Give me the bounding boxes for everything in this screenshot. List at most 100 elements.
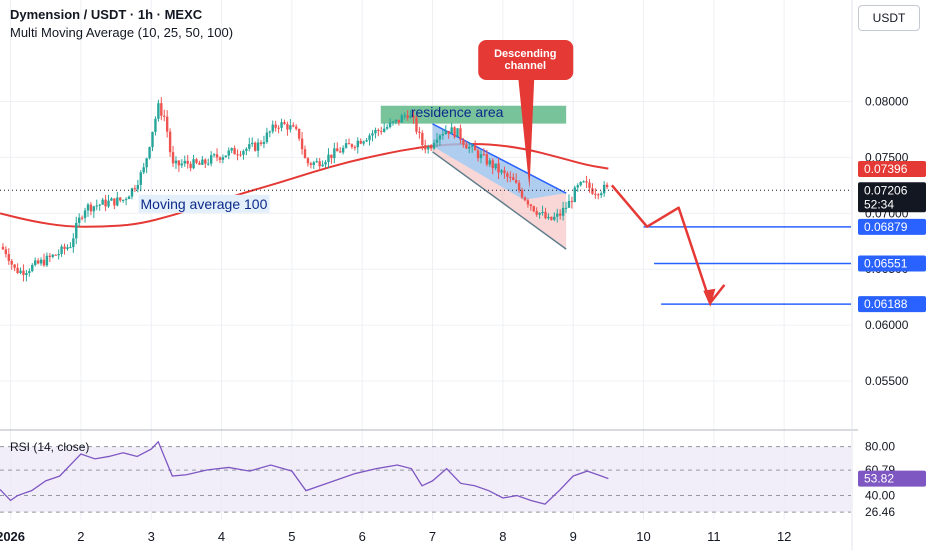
candle-body	[391, 121, 395, 123]
candle-body	[89, 204, 93, 212]
candle-body	[561, 207, 565, 216]
rsi-pane	[0, 440, 851, 513]
candle-body	[359, 140, 362, 144]
candle-body	[180, 163, 184, 166]
candle-body	[83, 210, 87, 218]
candle-body	[253, 142, 257, 151]
candle-body	[473, 145, 477, 151]
candle-body	[462, 139, 465, 145]
candle-body	[69, 247, 72, 249]
candle-body	[371, 133, 374, 136]
candle-body	[412, 115, 415, 118]
candle-body	[550, 216, 553, 220]
candle-body	[124, 199, 128, 201]
candle-body	[429, 147, 433, 149]
candle-body	[385, 127, 389, 129]
candle-body	[482, 154, 486, 156]
candle-body	[526, 200, 530, 205]
candle-body	[347, 143, 351, 145]
ma-value-badge: 0.07396	[864, 162, 908, 176]
candle-body	[207, 163, 210, 165]
candle-body	[174, 160, 178, 164]
candle-body	[256, 142, 260, 151]
residence-zone-box	[380, 105, 567, 124]
candle-body	[441, 134, 445, 136]
candle-body	[421, 132, 424, 146]
candle-body	[239, 154, 242, 156]
candle-body	[300, 138, 304, 150]
candle-body	[248, 144, 251, 149]
candle-body	[570, 200, 574, 202]
candle-body	[72, 238, 75, 248]
candle-body	[380, 130, 383, 132]
x-tick-label: 2	[77, 529, 84, 544]
candle-body	[221, 157, 225, 160]
target-1-badge: 0.06879	[864, 220, 908, 234]
candle-body	[66, 247, 69, 249]
candle-body	[509, 176, 512, 178]
ma-value-badge-bg	[858, 161, 926, 178]
candle-body	[558, 213, 562, 216]
callout-text-line1: Descending	[494, 48, 556, 60]
candle-body	[142, 167, 145, 173]
candle-body	[277, 127, 280, 129]
candle-body	[315, 161, 318, 163]
candle-body	[339, 151, 342, 153]
candle-body	[265, 132, 269, 142]
candle-body	[415, 117, 418, 132]
rsi-label: RSI (14, close)	[10, 440, 90, 454]
x-tick-label: 6	[359, 529, 366, 544]
candle-body	[133, 188, 137, 190]
candle-body	[532, 206, 535, 212]
currency-button[interactable]: USDT	[858, 5, 920, 31]
candle-body	[98, 204, 101, 206]
candle-body	[318, 161, 321, 167]
candle-body	[520, 190, 524, 198]
candle-body	[218, 157, 222, 160]
candle-body	[409, 115, 412, 118]
candle-body	[154, 118, 157, 132]
residence-zone	[380, 105, 567, 124]
candle-body	[36, 260, 40, 264]
candle-body	[289, 125, 292, 130]
candle-body	[479, 154, 483, 159]
candle-body	[230, 148, 233, 151]
candle-body	[171, 152, 175, 164]
y-tick-label: 0.05500	[865, 374, 909, 388]
candle-body	[274, 124, 277, 128]
last-price-badge: 0.07206	[864, 183, 908, 197]
candle-body	[594, 193, 597, 195]
ma100-line	[0, 142, 609, 228]
x-tick-label: 8	[499, 529, 506, 544]
candle-body	[107, 200, 110, 207]
candle-body	[514, 179, 518, 183]
candle-body	[529, 204, 533, 207]
x-tick-label: 9	[570, 529, 577, 544]
candle-body	[10, 260, 13, 265]
candle-body	[51, 254, 54, 257]
axes: 0.080000.075000.070000.065000.060000.055…	[0, 94, 926, 544]
rsi-tick-label: 40.00	[865, 489, 895, 503]
candle-body	[160, 103, 163, 116]
candle-body	[13, 264, 16, 268]
candle-body	[597, 194, 600, 196]
candlesticks	[1, 97, 609, 282]
candle-body	[450, 127, 453, 134]
candle-body	[432, 142, 436, 149]
candle-body	[1, 246, 5, 250]
candle-body	[353, 146, 357, 148]
x-tick-label: 11	[707, 529, 721, 544]
candle-body	[564, 207, 568, 209]
candle-body	[470, 145, 474, 147]
candle-body	[538, 212, 541, 215]
candle-body	[262, 141, 266, 144]
candle-body	[63, 246, 66, 249]
candle-body	[588, 182, 591, 189]
candle-body	[476, 150, 480, 159]
candle-body	[192, 159, 195, 169]
candle-body	[447, 130, 450, 134]
candle-body	[397, 119, 401, 123]
